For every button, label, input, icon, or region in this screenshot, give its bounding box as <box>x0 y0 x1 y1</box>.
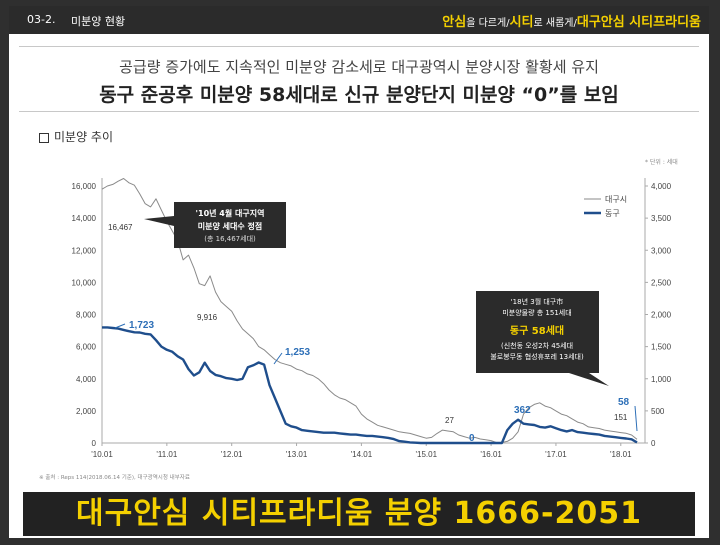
data-label: 9,916 <box>197 313 218 322</box>
data-label: 0 <box>469 433 475 444</box>
data-label: 1,723 <box>129 320 154 331</box>
slogan-part2: 을 다르게/ <box>466 18 510 29</box>
section-label-text: 미분양 추이 <box>54 130 114 144</box>
data-label: 151 <box>614 413 628 422</box>
y-right-tick-label: 1,500 <box>651 343 672 352</box>
y-left-tick-label: 4,000 <box>76 375 97 384</box>
data-label: 1,253 <box>285 347 310 358</box>
y-right-tick-label: 2,500 <box>651 278 672 287</box>
label-connector <box>273 352 283 365</box>
header-bar: 03-2. 미분양 현황 안심을 다르게/시티로 새롭게/대구안심 시티프라디움 <box>9 6 709 34</box>
y-right-tick-label: 2,000 <box>651 311 672 320</box>
y-right-tick-label: 3,000 <box>651 246 672 255</box>
data-label: 27 <box>445 416 454 425</box>
section-title: 미분양 현황 <box>71 15 126 28</box>
slogan-part4: 로 새롭게/ <box>533 18 577 29</box>
y-right-tick-label: 1,000 <box>651 375 672 384</box>
data-label: 16,467 <box>108 223 133 232</box>
label-connector <box>634 405 638 432</box>
callout-right-box <box>476 291 599 373</box>
x-tick-label: '14.01 <box>351 450 373 459</box>
unit-note: * 단위 : 세대 <box>645 159 678 166</box>
slogan-part5: 대구안심 시티프라디움 <box>576 15 701 30</box>
chart-svg: 0 2,000 4,000 6,000 8,000 10,000 12,000 14,000 1… <box>72 178 672 459</box>
y-left-tick-label: 2,000 <box>76 407 97 416</box>
x-tick-label: '10.01 <box>91 450 113 459</box>
y-right-tick-label: 3,500 <box>651 214 672 223</box>
subtitle: 공급량 증가에도 지속적인 미분양 감소세로 대구광역시 분양시장 활황세 유지 <box>119 58 599 76</box>
y-left-tick-label: 0 <box>92 439 97 448</box>
y-left-tick-label: 14,000 <box>72 214 97 223</box>
slogan: 안심을 다르게/시티로 새롭게/대구안심 시티프라디움 <box>442 11 701 30</box>
x-tick-label: '17.01 <box>545 450 567 459</box>
callout-left-line2: 미분양 세대수 정점 <box>198 221 262 231</box>
callout-right-line1: '18년 3월 대구市 <box>511 297 564 306</box>
x-tick-label: '11.01 <box>156 450 178 459</box>
divider-bottom <box>19 111 699 112</box>
x-tick-label: '15.01 <box>415 450 437 459</box>
callout-left-box <box>174 202 286 248</box>
data-label: 362 <box>514 405 531 416</box>
callout-right-line3: 동구 58세대 <box>510 324 564 337</box>
series-donggu-line <box>102 326 638 445</box>
x-tick-label: '16.01 <box>480 450 502 459</box>
section-label: 미분양 추이 <box>39 128 113 145</box>
divider-top <box>19 46 699 47</box>
legend-label: 대구시 <box>605 195 627 204</box>
callout-right-line5: 불로봉무동 협성휴포레 13세대) <box>490 352 584 361</box>
source-note: ※ 출처 : Reps 114(2018.06.14 기준), 대구광역시청 내… <box>39 475 190 481</box>
callout-right-line4: (신천동 오성2차 45세대 <box>501 341 573 350</box>
callout-left-line3: (총 16,467세대) <box>204 234 256 243</box>
y-right-tick-label: 500 <box>651 407 665 416</box>
section-number: 03-2. <box>27 13 56 26</box>
y-right-tick-label: 0 <box>651 439 656 448</box>
checkbox-icon <box>39 132 49 143</box>
callout-left-line1: '10년 4월 대구지역 <box>196 208 265 218</box>
y-left-tick-label: 16,000 <box>72 182 97 191</box>
label-connector <box>114 323 126 329</box>
data-label: 58 <box>618 397 630 408</box>
headline: 동구 준공후 미분양 58세대로 신규 분양단지 미분양 “0”를 보임 <box>99 84 619 106</box>
x-tick-label: '13.01 <box>286 450 308 459</box>
y-right-tick-label: 4,000 <box>651 182 672 191</box>
y-left-tick-label: 12,000 <box>72 246 97 255</box>
callout-right-line2: 미분양물량 총 151세대 <box>502 308 571 317</box>
legend-label: 동구 <box>605 209 620 218</box>
x-tick-label: '18.01 <box>610 450 632 459</box>
slogan-part1: 안심 <box>442 15 467 30</box>
slogan-part3: 시티 <box>509 15 534 30</box>
series-daegu-line <box>101 178 638 444</box>
phone-banner: 대구안심 시티프라디움 분양 1666-2051 <box>23 492 695 536</box>
y-left-tick-label: 8,000 <box>76 311 97 320</box>
y-left-tick-label: 6,000 <box>76 343 97 352</box>
callout-left-pointer <box>144 216 174 226</box>
y-left-tick-label: 10,000 <box>72 278 97 287</box>
slide: 03-2. 미분양 현황 안심을 다르게/시티로 새롭게/대구안심 시티프라디움… <box>9 6 709 538</box>
x-tick-label: '12.01 <box>221 450 243 459</box>
callout-right-pointer <box>569 373 609 386</box>
